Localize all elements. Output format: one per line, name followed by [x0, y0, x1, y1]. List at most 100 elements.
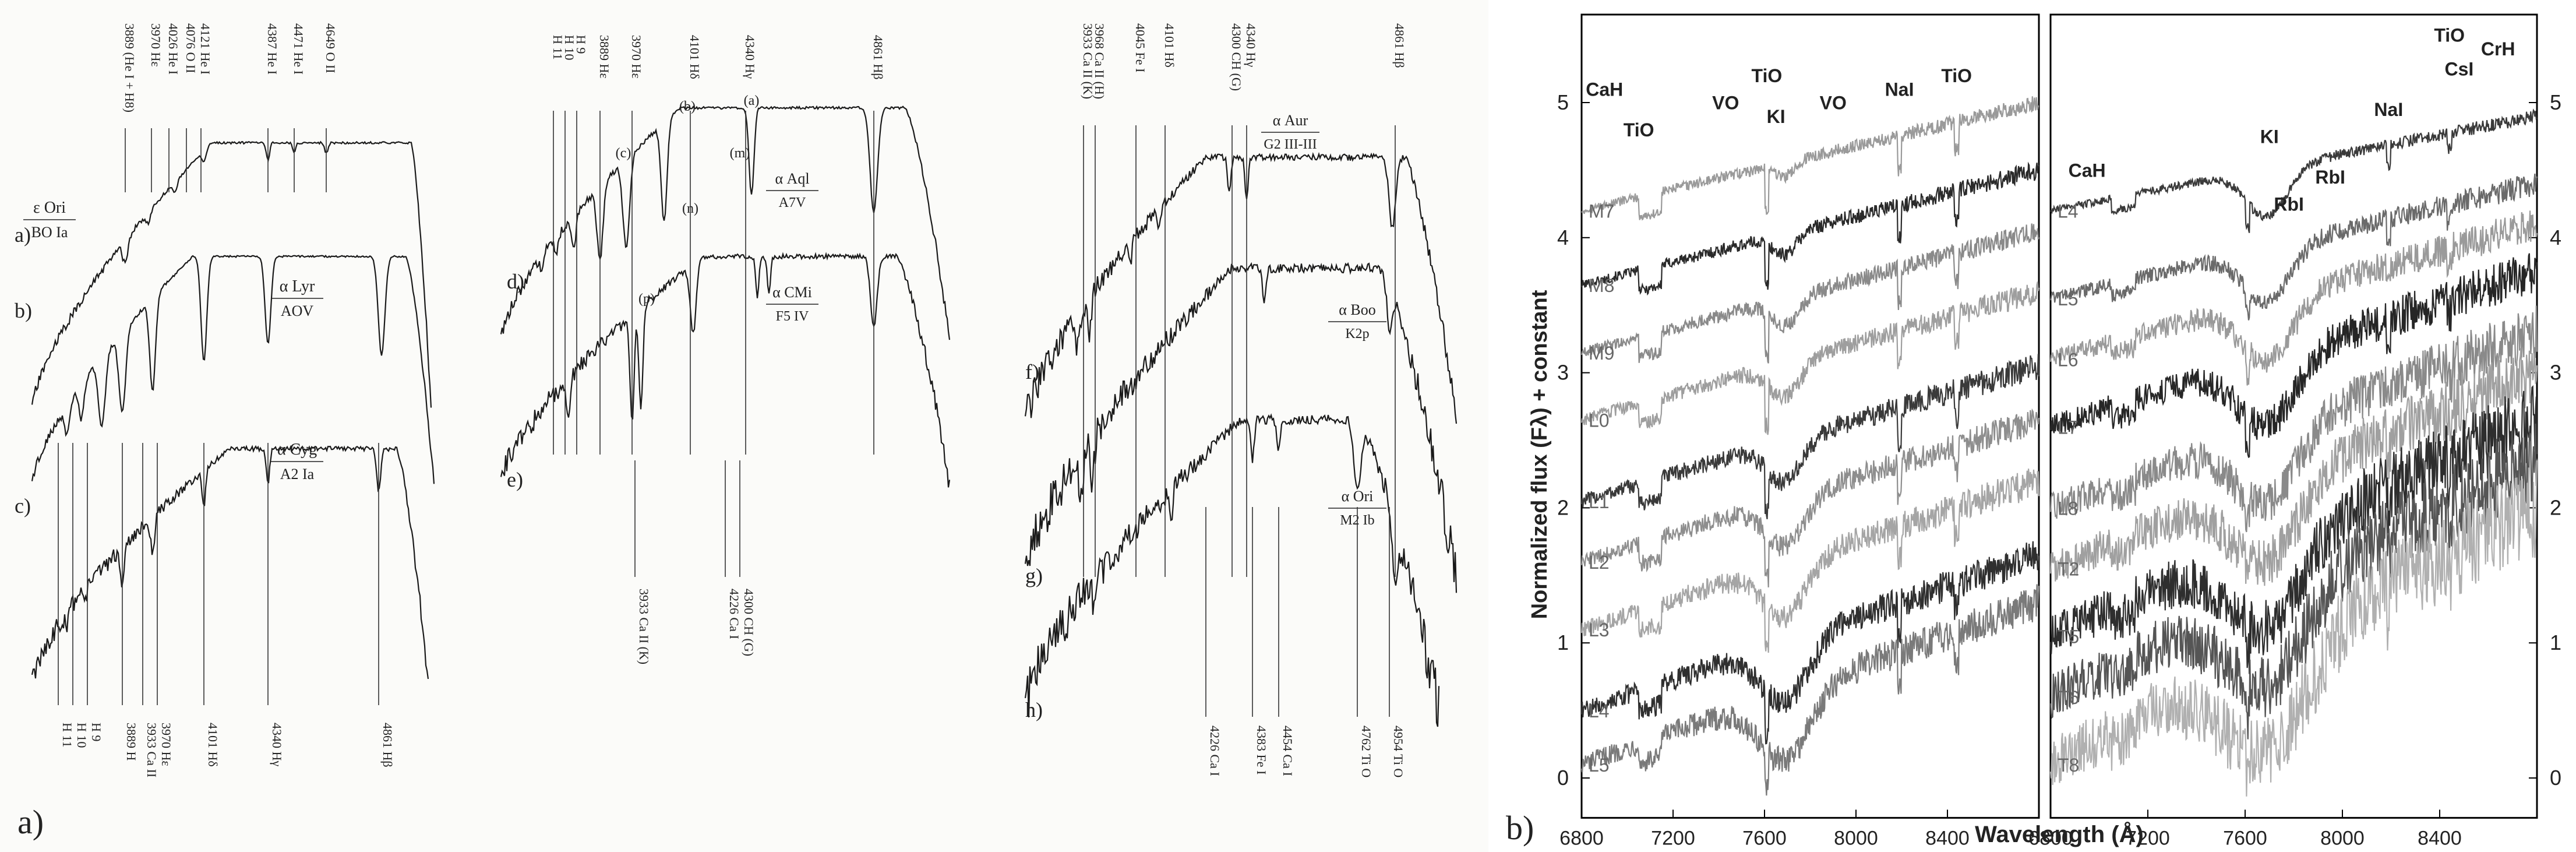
spectral-type-label: M9 [1589, 343, 1614, 364]
spectrum-m7 [1581, 96, 2039, 221]
star-name: α Boo [1339, 301, 1375, 318]
ytick-label: 1 [2550, 631, 2561, 654]
spectral-type: AOV [281, 302, 314, 319]
spectrum-l5 [1580, 584, 2040, 796]
spectrum-l1 [1580, 354, 2040, 519]
spectral-type: BO Ia [31, 224, 68, 241]
panel-a-label: a) [17, 803, 44, 841]
spectral-type: F5 IV [776, 309, 809, 324]
line-id-bottom: H 10 [75, 723, 89, 748]
subpanel-b-right: L4 L5 L6 L7 L8 T2 T5 T6 T8 CaH KI RbI RbI NaI TiO CsI Cr… [2049, 25, 2538, 797]
marker-label: (a) [744, 93, 760, 108]
series-label: f) [1025, 360, 1039, 383]
spectral-type-label: L4 [2058, 200, 2079, 221]
spectral-type-label: L1 [1589, 491, 1610, 512]
spectral-type-label: T6 [2058, 687, 2079, 708]
spectrum-l8 [2049, 305, 2538, 533]
spectral-type: A7V [779, 195, 806, 210]
spectrum-b-alpha-lyr [31, 254, 435, 484]
line-id-bottom: 3889 H [124, 723, 139, 761]
feature-label: NaI [1885, 79, 1914, 100]
ytick-label: 3 [1557, 361, 1569, 385]
series-label: b) [15, 299, 32, 322]
spectral-type-label: M8 [1589, 275, 1614, 296]
ytick-label: 0 [2550, 766, 2561, 790]
xtick-label: 7200 [2126, 827, 2170, 849]
spectrum-t8 [2049, 460, 2538, 797]
spectral-type-label: L3 [1589, 619, 1610, 640]
spectral-type-label: L0 [1589, 410, 1610, 431]
spectrum-c-alpha-cyg [31, 445, 429, 680]
spectral-type-label: T2 [2058, 559, 2079, 580]
star-name: α Ori [1342, 488, 1374, 505]
line-id-top: 3968 Ca II (H) [1092, 23, 1107, 99]
feature-label: NaI [2374, 99, 2403, 120]
xtick-label: 7200 [1651, 827, 1695, 849]
line-id-top: 4026 He I [166, 23, 181, 75]
marker-label: (c) [616, 146, 631, 161]
panel-b-label: b) [1506, 809, 1534, 847]
line-id-top: 4340 Hγ [1244, 23, 1258, 67]
line-id-bottom: 4226 Ca I [1208, 726, 1222, 776]
ytick-label: 4 [2550, 226, 2561, 249]
line-id-top: 4387 He I [265, 23, 280, 75]
line-id-top: 4101 Hδ [687, 35, 702, 79]
spectral-type-label: L2 [1589, 552, 1610, 573]
star-name: α Aur [1273, 112, 1308, 129]
feature-label: RbI [2274, 193, 2304, 214]
panel-b-red-optical-spectra: 0 0 1 1 2 2 3 3 4 4 5 5 6800 6800 7200 7200 7600 7600 8000… [1527, 13, 2561, 849]
marker-label: (b) [679, 99, 696, 114]
spectral-type-label: T8 [2058, 755, 2079, 776]
line-id-bottom: 3970 Hε [159, 723, 174, 766]
subpanel-a-middle: d) e) α Aql A7V α CMi F5 IV H 11H 10H 9 3889 Hε… [500, 35, 951, 664]
line-id-bottom: H 11 [60, 723, 75, 748]
line-id-top: H 9 [574, 35, 588, 54]
line-id-top: 4045 Fe I [1133, 23, 1148, 72]
series-label: c) [15, 494, 31, 517]
xtick-label: 6800 [1559, 827, 1604, 849]
feature-label: CrH [2481, 38, 2515, 59]
series-label: g) [1025, 564, 1043, 587]
line-id-top: 4649 O II [323, 23, 338, 73]
line-id-top: H 10 [562, 35, 577, 60]
spectrum-d-alpha-aql [500, 105, 951, 340]
spectrum-l5 [2049, 173, 2538, 321]
spectrum-g-alpha-boo [1024, 262, 1458, 593]
spectrum-l2 [1580, 408, 2040, 587]
line-id-top: 4861 Hβ [1392, 23, 1407, 68]
line-id-top: 3889 (He I + H8) [122, 23, 137, 112]
line-id-top: 4340 Hγ [743, 35, 757, 79]
spectral-type-label: L8 [2058, 498, 2079, 519]
line-id-bottom: 4383 Fe I [1254, 726, 1269, 774]
line-id-bottom: 4861 Hβ [380, 723, 395, 767]
ytick-label: 2 [2550, 495, 2561, 519]
xtick-label: 7600 [2223, 827, 2267, 849]
feature-label: TiO [1624, 119, 1654, 140]
feature-label: TiO [1752, 65, 1783, 86]
line-id-top: 3933 Ca II (K) [1081, 23, 1095, 99]
line-id-bottom: 4101 Hδ [206, 723, 220, 767]
panel-a-optical-spectra: a)ε Ori BO Ia b) α Lyr AOV c) α Cyg A2 Ia 3889 (… [15, 23, 1458, 777]
spectral-type-label: L5 [2058, 288, 2079, 309]
series-label: d) [507, 270, 524, 293]
spectrum-l7 [2049, 253, 2538, 458]
line-id-bottom: 3933 Ca II [144, 723, 159, 777]
feature-label: VO [1820, 93, 1847, 114]
spectrum-l0 [1580, 281, 2040, 435]
line-id-top: 4471 He I [291, 23, 306, 75]
line-id-top: 3970 Hε [629, 35, 644, 79]
ytick-label: 5 [1557, 90, 1569, 114]
spectral-type-label: L7 [2058, 417, 2079, 438]
spectrum-e-alpha-cmi [500, 252, 951, 488]
feature-label: RbI [2315, 167, 2345, 188]
spectral-type-label: L4 [1589, 700, 1610, 721]
feature-label: CaH [1586, 79, 1623, 100]
marker-label: (p) [638, 291, 655, 307]
frame-left [1580, 13, 2040, 819]
marker-label: (n) [682, 201, 698, 216]
xtick-label: 8000 [2320, 827, 2365, 849]
line-id-bottom: 4954 Ti O [1391, 726, 1406, 777]
spectrum-m8 [1580, 161, 2039, 296]
xtick-label: 6800 [2028, 827, 2073, 849]
